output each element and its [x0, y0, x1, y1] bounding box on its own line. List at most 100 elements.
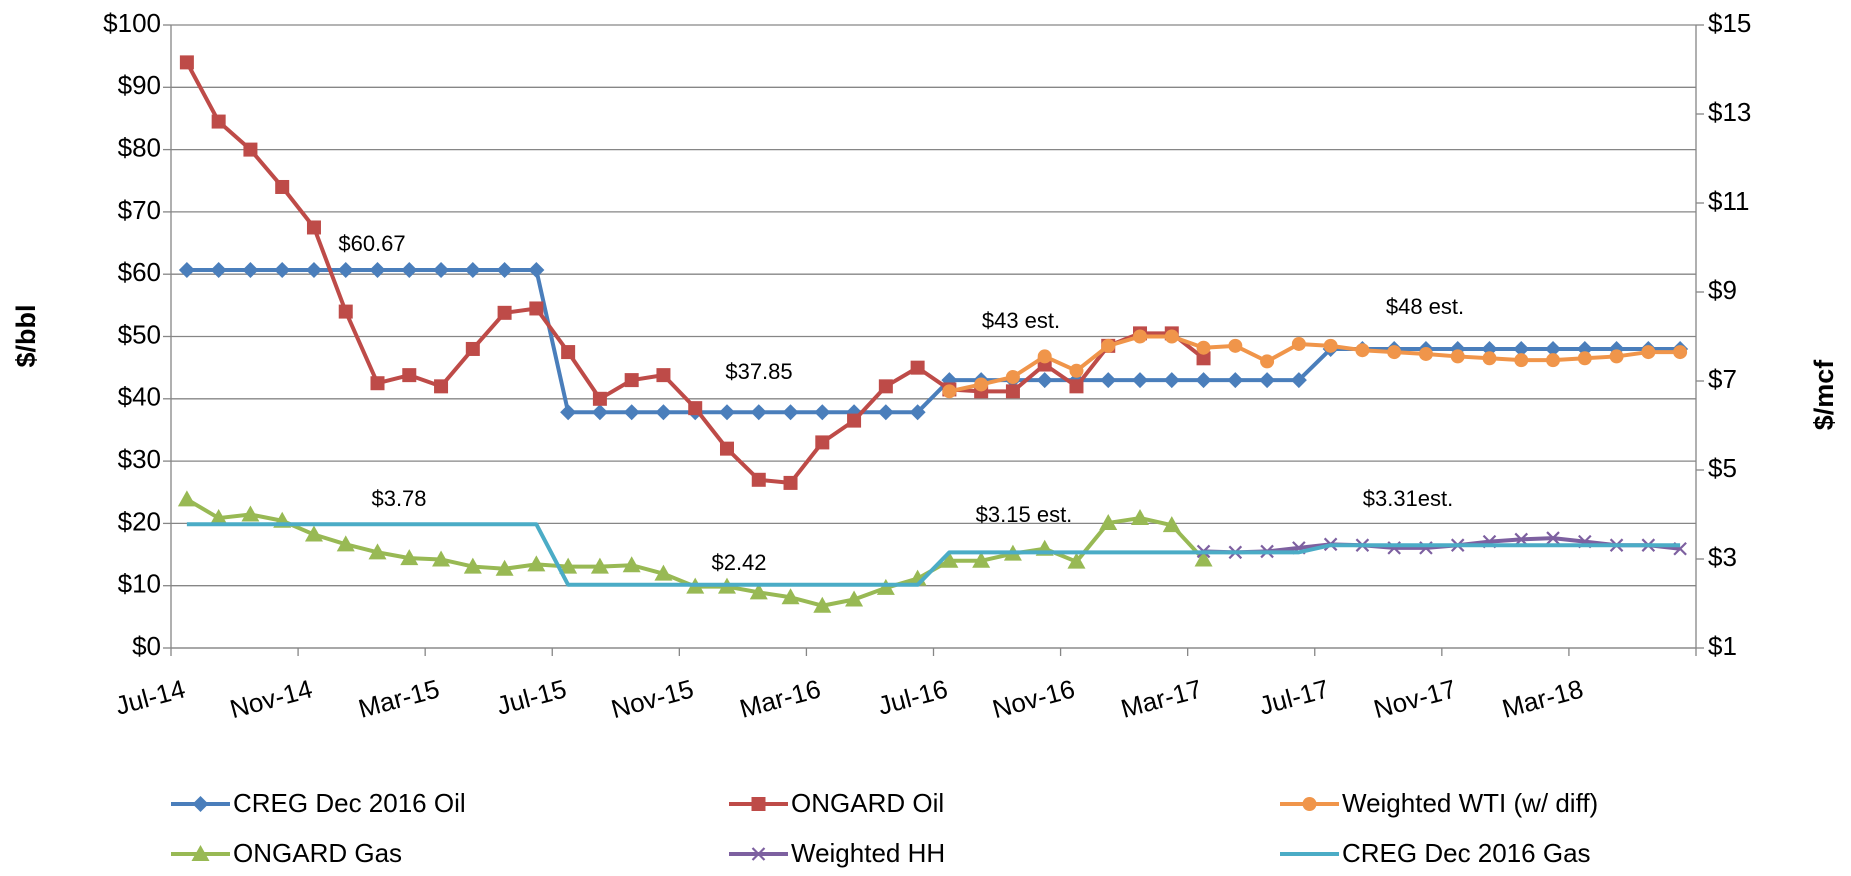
marker: [1387, 345, 1402, 360]
marker: [1037, 349, 1052, 364]
marker: [1194, 550, 1213, 567]
x-tick-label: Nov-17: [1370, 673, 1459, 724]
y-tick-label: $60: [118, 257, 161, 287]
marker: [338, 304, 353, 319]
marker: [529, 301, 544, 316]
x-tick-label: Mar-15: [355, 673, 442, 723]
marker: [561, 345, 576, 360]
marker: [304, 525, 323, 542]
y-tick-label: $50: [118, 319, 161, 349]
marker: [209, 509, 228, 526]
marker: [972, 551, 991, 568]
marker: [434, 379, 449, 394]
legend-item: CREG Dec 2016 Gas: [1280, 838, 1591, 868]
marker: [192, 796, 209, 812]
marker: [781, 588, 800, 605]
y-tick-label: $70: [118, 195, 161, 225]
marker: [210, 262, 227, 279]
y-tick-label: $20: [118, 506, 161, 536]
marker: [275, 179, 290, 194]
marker: [400, 549, 419, 566]
marker: [940, 551, 959, 568]
legend-item: CREG Dec 2016 Oil: [171, 788, 466, 818]
legend-label: CREG Dec 2016 Oil: [233, 788, 466, 818]
x-tick-label: Mar-16: [736, 673, 823, 723]
marker: [433, 262, 450, 279]
marker: [305, 262, 322, 279]
y-tick-label: $40: [118, 382, 161, 412]
marker: [655, 404, 672, 421]
x-tick-label: Mar-17: [1118, 673, 1205, 723]
marker: [688, 401, 703, 416]
y-tick-label: $80: [118, 132, 161, 162]
marker: [1132, 372, 1149, 389]
marker: [1005, 369, 1020, 384]
series-line: [186, 522, 1681, 587]
legend-label: ONGARD Gas: [233, 838, 402, 868]
marker: [1196, 351, 1211, 366]
marker: [592, 391, 607, 406]
marker: [178, 262, 195, 279]
marker: [211, 114, 226, 129]
marker: [402, 368, 417, 383]
marker: [719, 441, 734, 456]
marker: [656, 368, 671, 383]
marker: [179, 55, 194, 70]
legend-label: Weighted HH: [791, 838, 945, 868]
legend-label: Weighted WTI (w/ diff): [1342, 788, 1598, 818]
marker: [1163, 372, 1180, 389]
marker: [495, 559, 514, 576]
marker: [1323, 338, 1338, 353]
marker: [974, 377, 989, 392]
marker: [528, 262, 545, 279]
marker: [1514, 353, 1529, 368]
marker: [1067, 552, 1086, 569]
marker: [1482, 351, 1497, 366]
marker: [1355, 343, 1370, 358]
y2-tick-label: $7: [1708, 364, 1737, 394]
y-tick-label: $90: [118, 70, 161, 100]
marker: [243, 142, 258, 157]
marker: [1227, 372, 1244, 389]
marker: [1069, 379, 1084, 394]
marker: [1005, 384, 1020, 399]
x-tick-label: Mar-18: [1499, 673, 1586, 723]
annotation: $3.15 est.: [976, 502, 1073, 527]
marker: [336, 535, 355, 552]
y2-tick-label: $9: [1708, 275, 1737, 305]
marker: [337, 262, 354, 279]
annotation: $43 est.: [982, 308, 1060, 333]
y-tick-label: $100: [103, 8, 161, 38]
marker: [783, 475, 798, 490]
legend-label: ONGARD Oil: [791, 788, 944, 818]
marker: [242, 262, 259, 279]
marker: [1259, 372, 1276, 389]
y-tick-label: $0: [132, 631, 161, 661]
legend-item: ONGARD Gas: [171, 838, 402, 868]
marker: [878, 379, 893, 394]
marker: [1164, 329, 1179, 344]
marker: [1228, 338, 1243, 353]
marker: [527, 555, 546, 572]
y2-tick-label: $13: [1708, 97, 1751, 127]
marker: [1100, 372, 1117, 389]
marker: [910, 360, 925, 375]
marker: [814, 404, 831, 421]
marker: [622, 556, 641, 573]
marker: [241, 505, 260, 522]
marker: [751, 797, 766, 811]
marker: [1545, 340, 1562, 357]
marker: [623, 404, 640, 421]
x-tick-label: Jul-16: [875, 673, 951, 720]
x-tick-label: Nov-15: [608, 673, 697, 724]
marker: [560, 404, 577, 421]
marker: [1101, 338, 1116, 353]
legend-label: CREG Dec 2016 Gas: [1342, 838, 1591, 868]
marker: [1133, 329, 1148, 344]
marker: [1196, 340, 1211, 355]
marker: [1302, 797, 1317, 811]
marker: [1513, 340, 1530, 357]
marker: [463, 557, 482, 574]
marker: [751, 847, 766, 861]
